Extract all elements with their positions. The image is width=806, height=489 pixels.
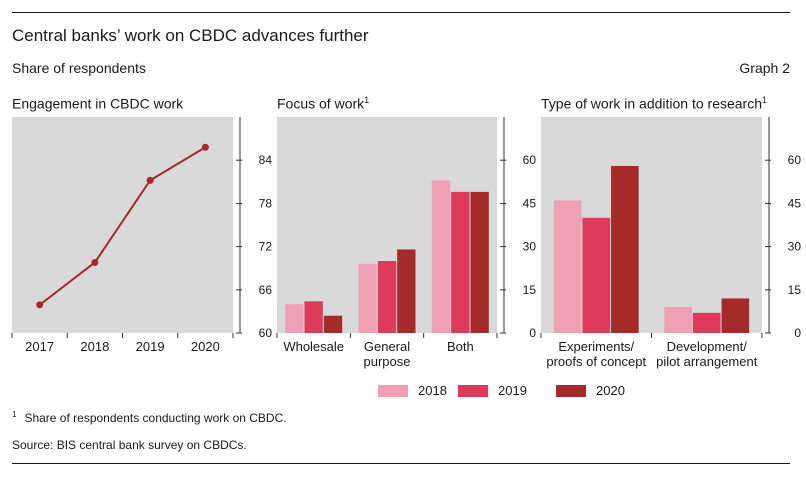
y-tick-label: 60	[788, 153, 802, 167]
bar-2019	[377, 261, 397, 333]
x-tick-label: 2019	[136, 339, 165, 354]
top-rule	[12, 12, 790, 13]
y-tick-label: 30	[788, 240, 802, 254]
bar-2020	[721, 298, 750, 333]
y-tick-label: 0	[529, 326, 536, 340]
y-tick-label: 45	[523, 196, 537, 210]
y-tick-label: 66	[259, 283, 273, 297]
x-tick-label: Wholesale	[283, 339, 344, 354]
x-tick-label: Development/pilot arrangement	[656, 339, 758, 369]
bar-2018	[664, 307, 692, 333]
y-tick-label: 60	[523, 153, 537, 167]
x-tick-label: 2020	[191, 339, 220, 354]
graph-number: Graph 2	[739, 60, 790, 76]
x-tick-label: 2017	[25, 339, 54, 354]
bar-2019	[451, 191, 470, 333]
y-tick-label: 15	[788, 283, 802, 297]
legend-swatch-2020	[556, 384, 586, 397]
legend-label-2018: 2018	[418, 383, 447, 398]
data-point	[36, 301, 44, 309]
x-tick-label: 2018	[80, 339, 109, 354]
legend-label-2019: 2019	[498, 383, 527, 398]
legend-item-2019: 2019	[458, 383, 527, 398]
bar-2019	[582, 217, 611, 333]
y-tick-label: 72	[259, 240, 273, 254]
y-tick-label: 0	[794, 326, 801, 340]
panel-title-focus: Focus of work1	[277, 95, 370, 112]
bar-2018	[285, 304, 304, 333]
legend-item-2020: 2020	[556, 383, 625, 398]
y-tick-label: 30	[523, 240, 537, 254]
y-tick-label: 78	[259, 196, 273, 210]
x-tick-label: General purpose	[364, 339, 411, 369]
y-tick-label: 45	[788, 196, 802, 210]
y-tick-label: 60	[259, 326, 273, 340]
x-tick-label: Experiments/proofs of concept	[546, 339, 646, 369]
series-line	[39, 146, 206, 306]
chart-title: Central banks’ work on CBDC advances fur…	[12, 26, 369, 45]
bar-2018	[431, 180, 451, 333]
footnote: 1 Share of respondents conducting work on…	[12, 410, 287, 425]
y-tick-label: 84	[259, 153, 273, 167]
bar-2019	[692, 312, 721, 333]
data-point	[91, 258, 99, 266]
bar-2020	[323, 315, 343, 333]
bottom-rule	[12, 463, 790, 464]
x-tick-label: Both	[447, 339, 474, 354]
bar-2018	[553, 200, 582, 333]
bar-2020	[470, 191, 489, 333]
legend-swatch-2018	[378, 384, 408, 397]
bar-2019	[304, 301, 323, 333]
y-tick-label: 15	[523, 283, 537, 297]
bar-2018	[358, 263, 377, 333]
panel-title-engagement: Engagement in CBDC work	[12, 95, 184, 112]
data-point	[201, 143, 209, 151]
bar-2020	[611, 165, 639, 333]
legend-label-2020: 2020	[596, 383, 625, 398]
legend-swatch-2019	[458, 384, 488, 397]
bar-2020	[397, 249, 416, 333]
data-point	[146, 176, 154, 184]
chart-subtitle: Share of respondents	[12, 60, 146, 76]
source-note: Source: BIS central bank survey on CBDCs…	[12, 438, 247, 452]
legend-item-2018: 2018	[378, 383, 447, 398]
panel-title-type: Type of work in addition to research1	[541, 95, 768, 112]
